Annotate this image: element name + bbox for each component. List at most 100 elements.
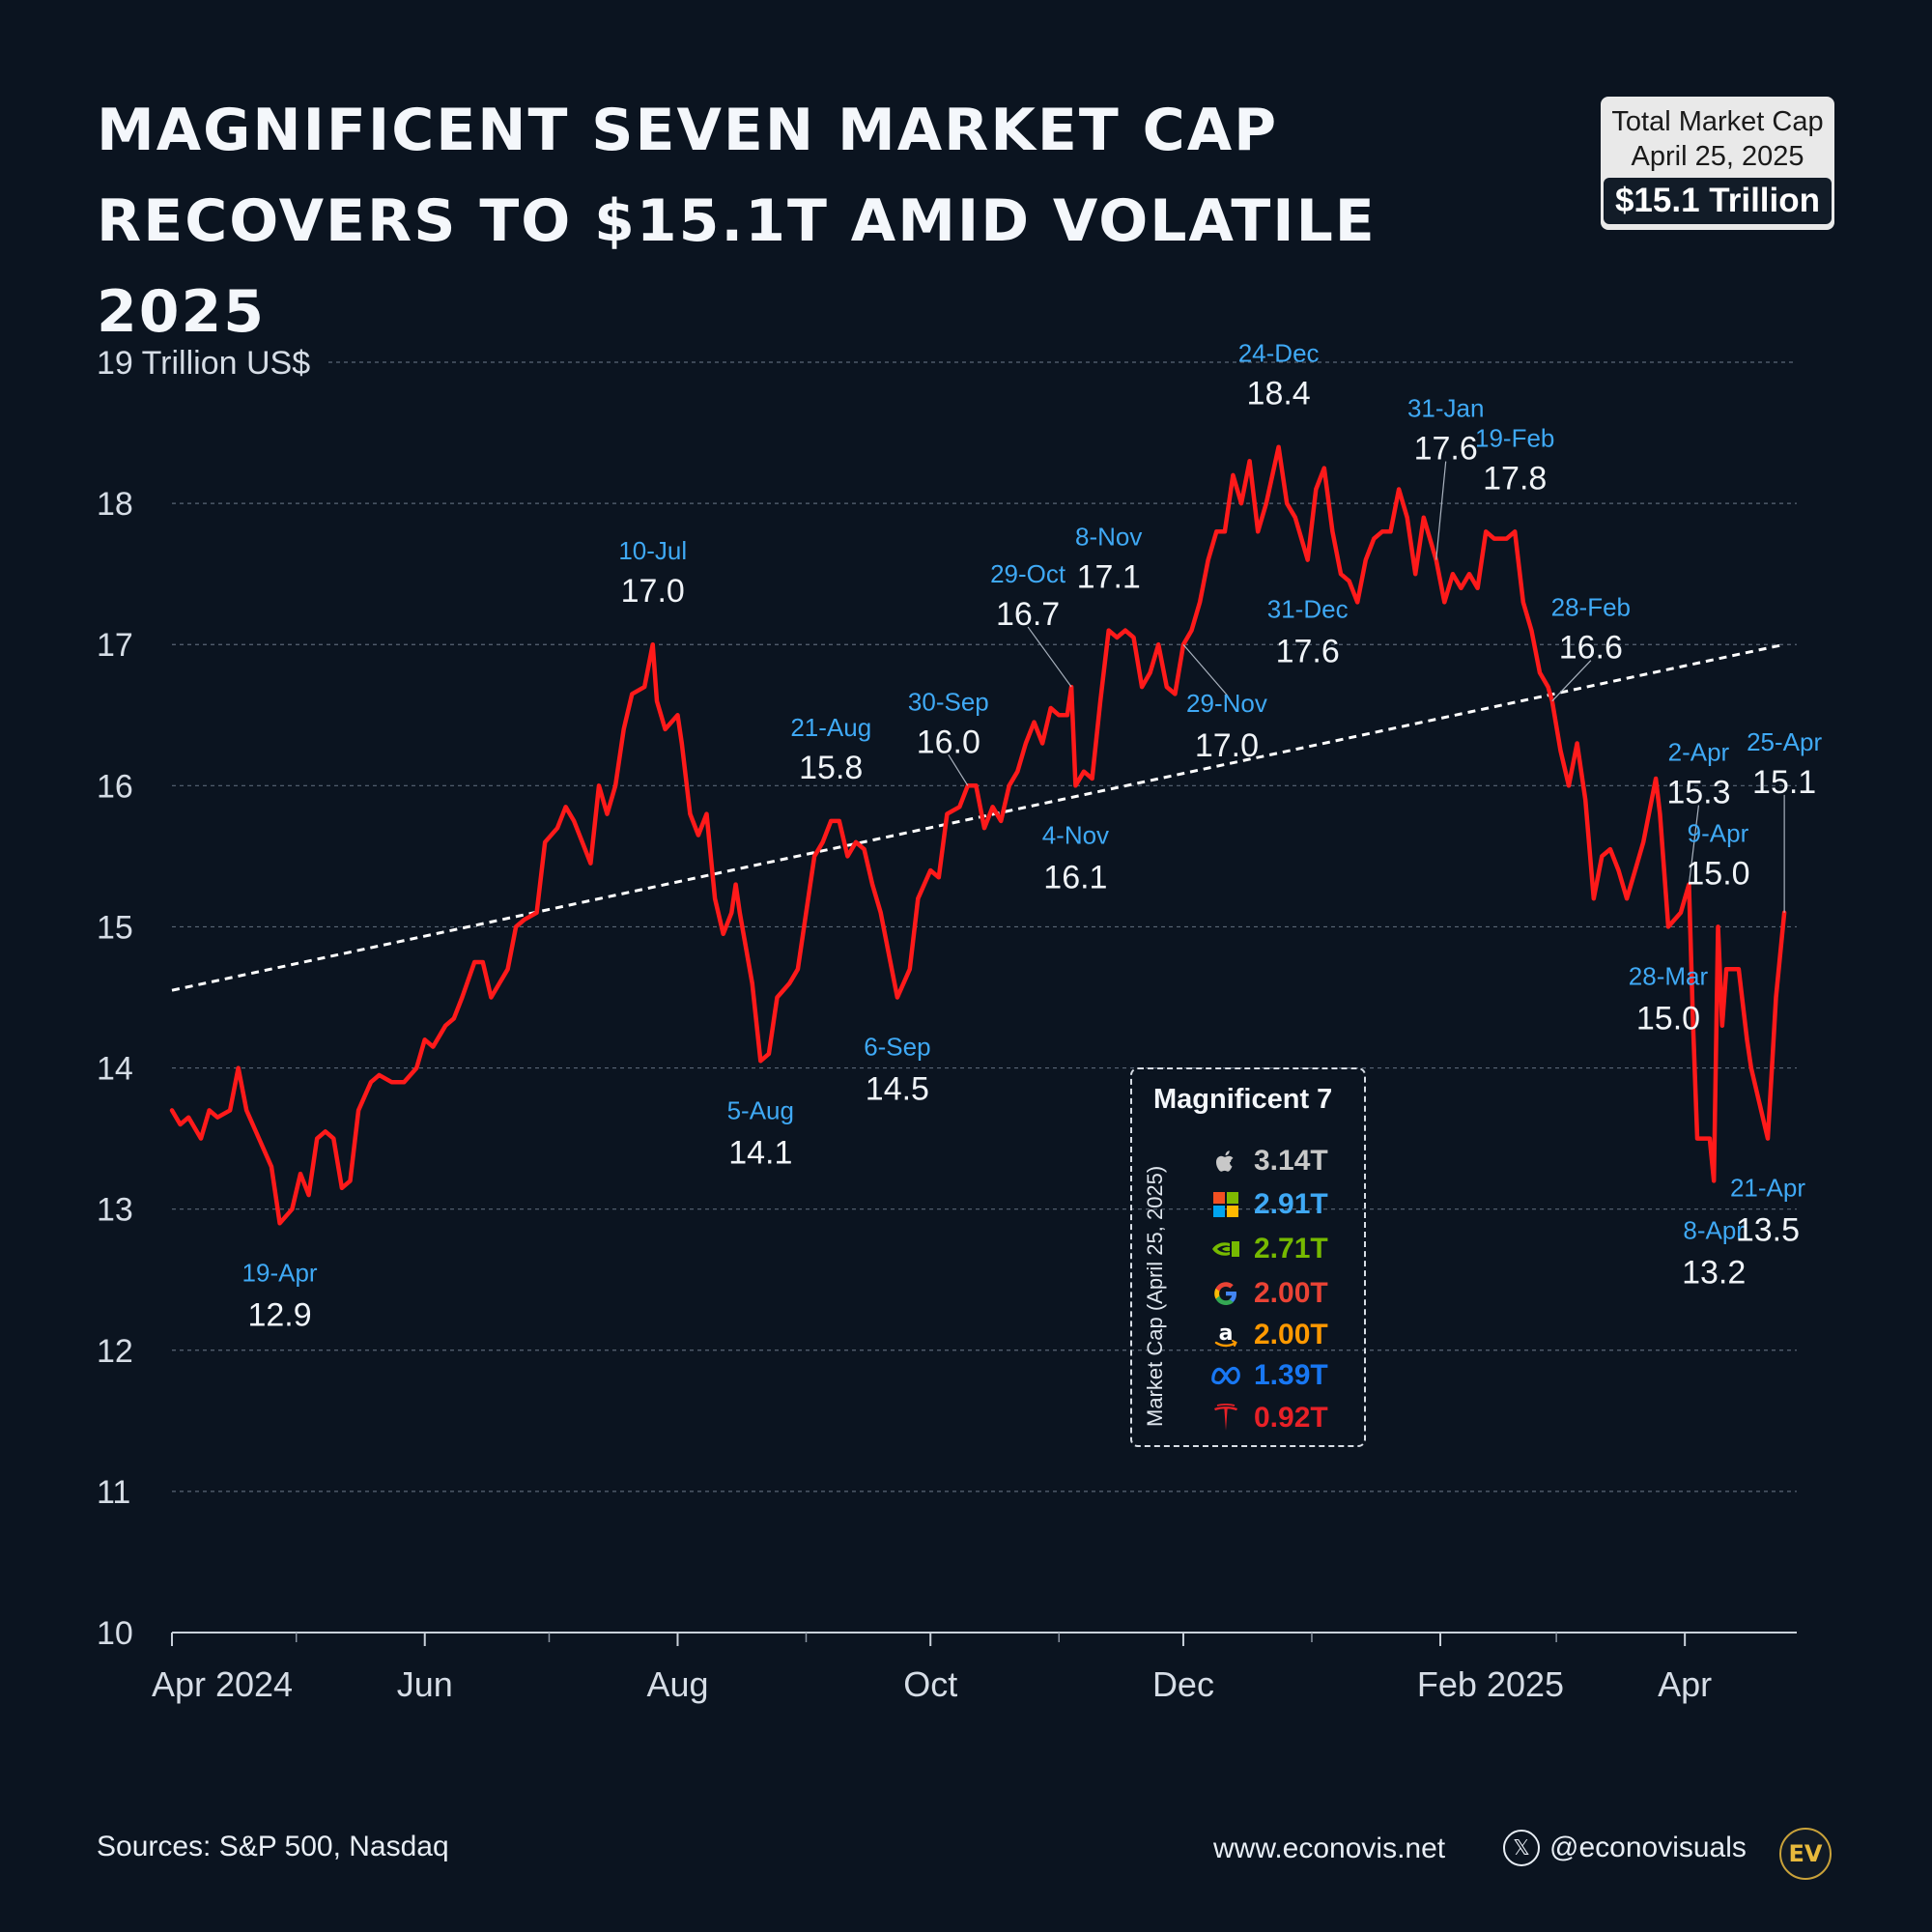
legend-value-amazon: 2.00T (1254, 1319, 1328, 1350)
annotation-value-13: 17.8 (1483, 460, 1547, 497)
market-cap-line (169, 444, 1787, 1226)
annotation-value-17: 13.2 (1682, 1254, 1746, 1291)
x-tick-label-0: Apr 2024 (152, 1664, 293, 1704)
x-tick-label-1: Jun (397, 1664, 453, 1704)
nvidia-icon (1209, 1233, 1242, 1265)
y-tick-label-15: 15 (97, 909, 133, 946)
magnificent-7-legend: Magnificent 7 Market Cap (April 25, 2025… (1130, 1067, 1366, 1447)
svg-text:a: a (1219, 1321, 1234, 1346)
annotation-date-15: 28-Mar (1629, 961, 1709, 990)
annotation-leader-9 (1182, 643, 1228, 696)
total-market-cap-badge: Total Market Cap April 25, 2025 $15.1 Tr… (1601, 97, 1834, 230)
annotation-leader-6 (1027, 626, 1072, 688)
grid-layer (172, 361, 1797, 1492)
legend-row-apple: 3.14T (1209, 1142, 1328, 1180)
annotation-leader-14 (1551, 660, 1592, 702)
annotation-date-3: 21-Aug (790, 713, 871, 742)
annotation-leader-12 (1435, 461, 1447, 560)
annotation-layer: 19-Apr 12.9 10-Jul 17.0 5-Aug 14.1 21-Aug 15.8 6… (242, 339, 1823, 1334)
legend-value-google: 2.00T (1254, 1277, 1328, 1309)
apple-icon (1209, 1145, 1242, 1178)
legend-row-tesla: 0.92T (1209, 1399, 1328, 1437)
x-tick-label-6: Apr (1658, 1664, 1712, 1704)
y-tick-label-18: 18 (97, 486, 133, 523)
annotation-date-12: 31-Jan (1407, 394, 1485, 423)
line-layer (169, 444, 1787, 1226)
legend-row-meta: 1.39T (1209, 1356, 1328, 1395)
y-tick-label-16: 16 (97, 768, 133, 805)
annotation-date-17: 8-Apr (1683, 1215, 1745, 1244)
annotation-value-3: 15.8 (799, 750, 863, 786)
trend-line (171, 642, 1785, 992)
annotation-value-5: 16.0 (917, 724, 980, 760)
annotation-value-2: 14.1 (728, 1134, 792, 1171)
annotation-date-20: 25-Apr (1747, 727, 1822, 756)
x-handle-link[interactable]: 𝕏 @econovisuals (1503, 1830, 1747, 1866)
tesla-icon (1209, 1402, 1242, 1435)
chart-title-line-2: RECOVERS TO $15.1T AMID VOLATILE 2025 (97, 187, 1377, 346)
badge-line-1: Total Market Cap (1611, 106, 1824, 137)
annotation-value-12: 17.6 (1414, 431, 1478, 468)
annotation-value-1: 17.0 (621, 573, 685, 610)
annotation-date-9: 29-Nov (1186, 689, 1267, 718)
legend-row-microsoft: 2.91T (1209, 1185, 1328, 1224)
chart-title-line-1: MAGNIFICENT SEVEN MARKET CAP (97, 97, 1279, 164)
legend-row-google: 2.00T (1209, 1274, 1328, 1313)
x-handle-text: @econovisuals (1549, 1832, 1747, 1863)
annotation-value-14: 16.6 (1559, 630, 1623, 667)
annotation-value-18: 15.0 (1686, 855, 1749, 892)
legend-value-microsoft: 2.91T (1254, 1188, 1328, 1220)
website-link[interactable]: www.econovis.net (1213, 1833, 1446, 1864)
annotation-date-18: 9-Apr (1688, 818, 1749, 847)
meta-icon (1209, 1359, 1242, 1392)
microsoft-icon (1209, 1188, 1242, 1221)
legend-value-apple: 3.14T (1254, 1145, 1328, 1177)
legend-value-nvidia: 2.71T (1254, 1233, 1328, 1264)
annotation-value-10: 18.4 (1247, 376, 1311, 412)
legend-row-amazon: a 2.00T (1209, 1316, 1328, 1354)
amazon-icon: a (1209, 1319, 1242, 1351)
annotation-value-16: 15.3 (1666, 775, 1730, 811)
trend-layer (171, 642, 1785, 992)
annotation-value-11: 17.6 (1276, 634, 1340, 670)
annotation-date-5: 30-Sep (908, 687, 989, 716)
axis-layer: 10 11 12 13 14 15 16 17 18 19 Trillion US$ Apr 202… (97, 345, 1797, 1704)
y-tick-label-14: 14 (97, 1051, 133, 1088)
annotation-date-0: 19-Apr (242, 1258, 318, 1287)
annotation-date-11: 31-Dec (1267, 595, 1349, 624)
y-tick-label-17: 17 (97, 627, 133, 664)
annotation-leader-5 (948, 754, 969, 786)
y-tick-label-10: 10 (97, 1615, 133, 1652)
annotation-date-14: 28-Feb (1551, 593, 1631, 622)
badge-line-2: April 25, 2025 (1631, 141, 1804, 172)
x-tick-label-3: Oct (903, 1664, 957, 1704)
annotation-value-7: 16.1 (1043, 859, 1107, 895)
annotation-value-9: 17.0 (1195, 727, 1259, 764)
legend-title: Magnificent 7 (1153, 1084, 1333, 1115)
y-tick-label-13: 13 (97, 1192, 133, 1229)
annotation-date-6: 29-Oct (990, 559, 1066, 588)
annotation-date-16: 2-Apr (1668, 738, 1730, 767)
annotation-date-2: 5-Aug (727, 1095, 794, 1124)
annotation-date-4: 6-Sep (864, 1033, 930, 1062)
x-tick-label-2: Aug (646, 1664, 708, 1704)
annotation-date-7: 4-Nov (1042, 820, 1109, 849)
x-tick-label-5: Feb 2025 (1417, 1664, 1564, 1704)
legend-row-nvidia: 2.71T (1209, 1230, 1328, 1268)
annotation-date-8: 8-Nov (1075, 523, 1142, 552)
annotation-date-10: 24-Dec (1238, 339, 1320, 368)
badge-value: $15.1 Trillion (1603, 178, 1833, 224)
chart-title: MAGNIFICENT SEVEN MARKET CAP RECOVERS TO… (97, 85, 1468, 357)
y-tick-label-19: 19 Trillion US$ (97, 345, 310, 382)
x-logo-icon: 𝕏 (1503, 1830, 1540, 1866)
annotation-date-19: 21-Apr (1730, 1174, 1805, 1203)
annotation-value-8: 17.1 (1077, 559, 1141, 596)
annotation-value-20: 15.1 (1752, 764, 1816, 801)
y-tick-label-11: 11 (97, 1474, 130, 1511)
annotation-value-6: 16.7 (996, 596, 1060, 633)
legend-value-tesla: 0.92T (1254, 1402, 1328, 1434)
google-icon (1209, 1277, 1242, 1310)
econovis-logo: EV (1779, 1828, 1832, 1880)
annotation-value-19: 13.5 (1736, 1212, 1800, 1249)
